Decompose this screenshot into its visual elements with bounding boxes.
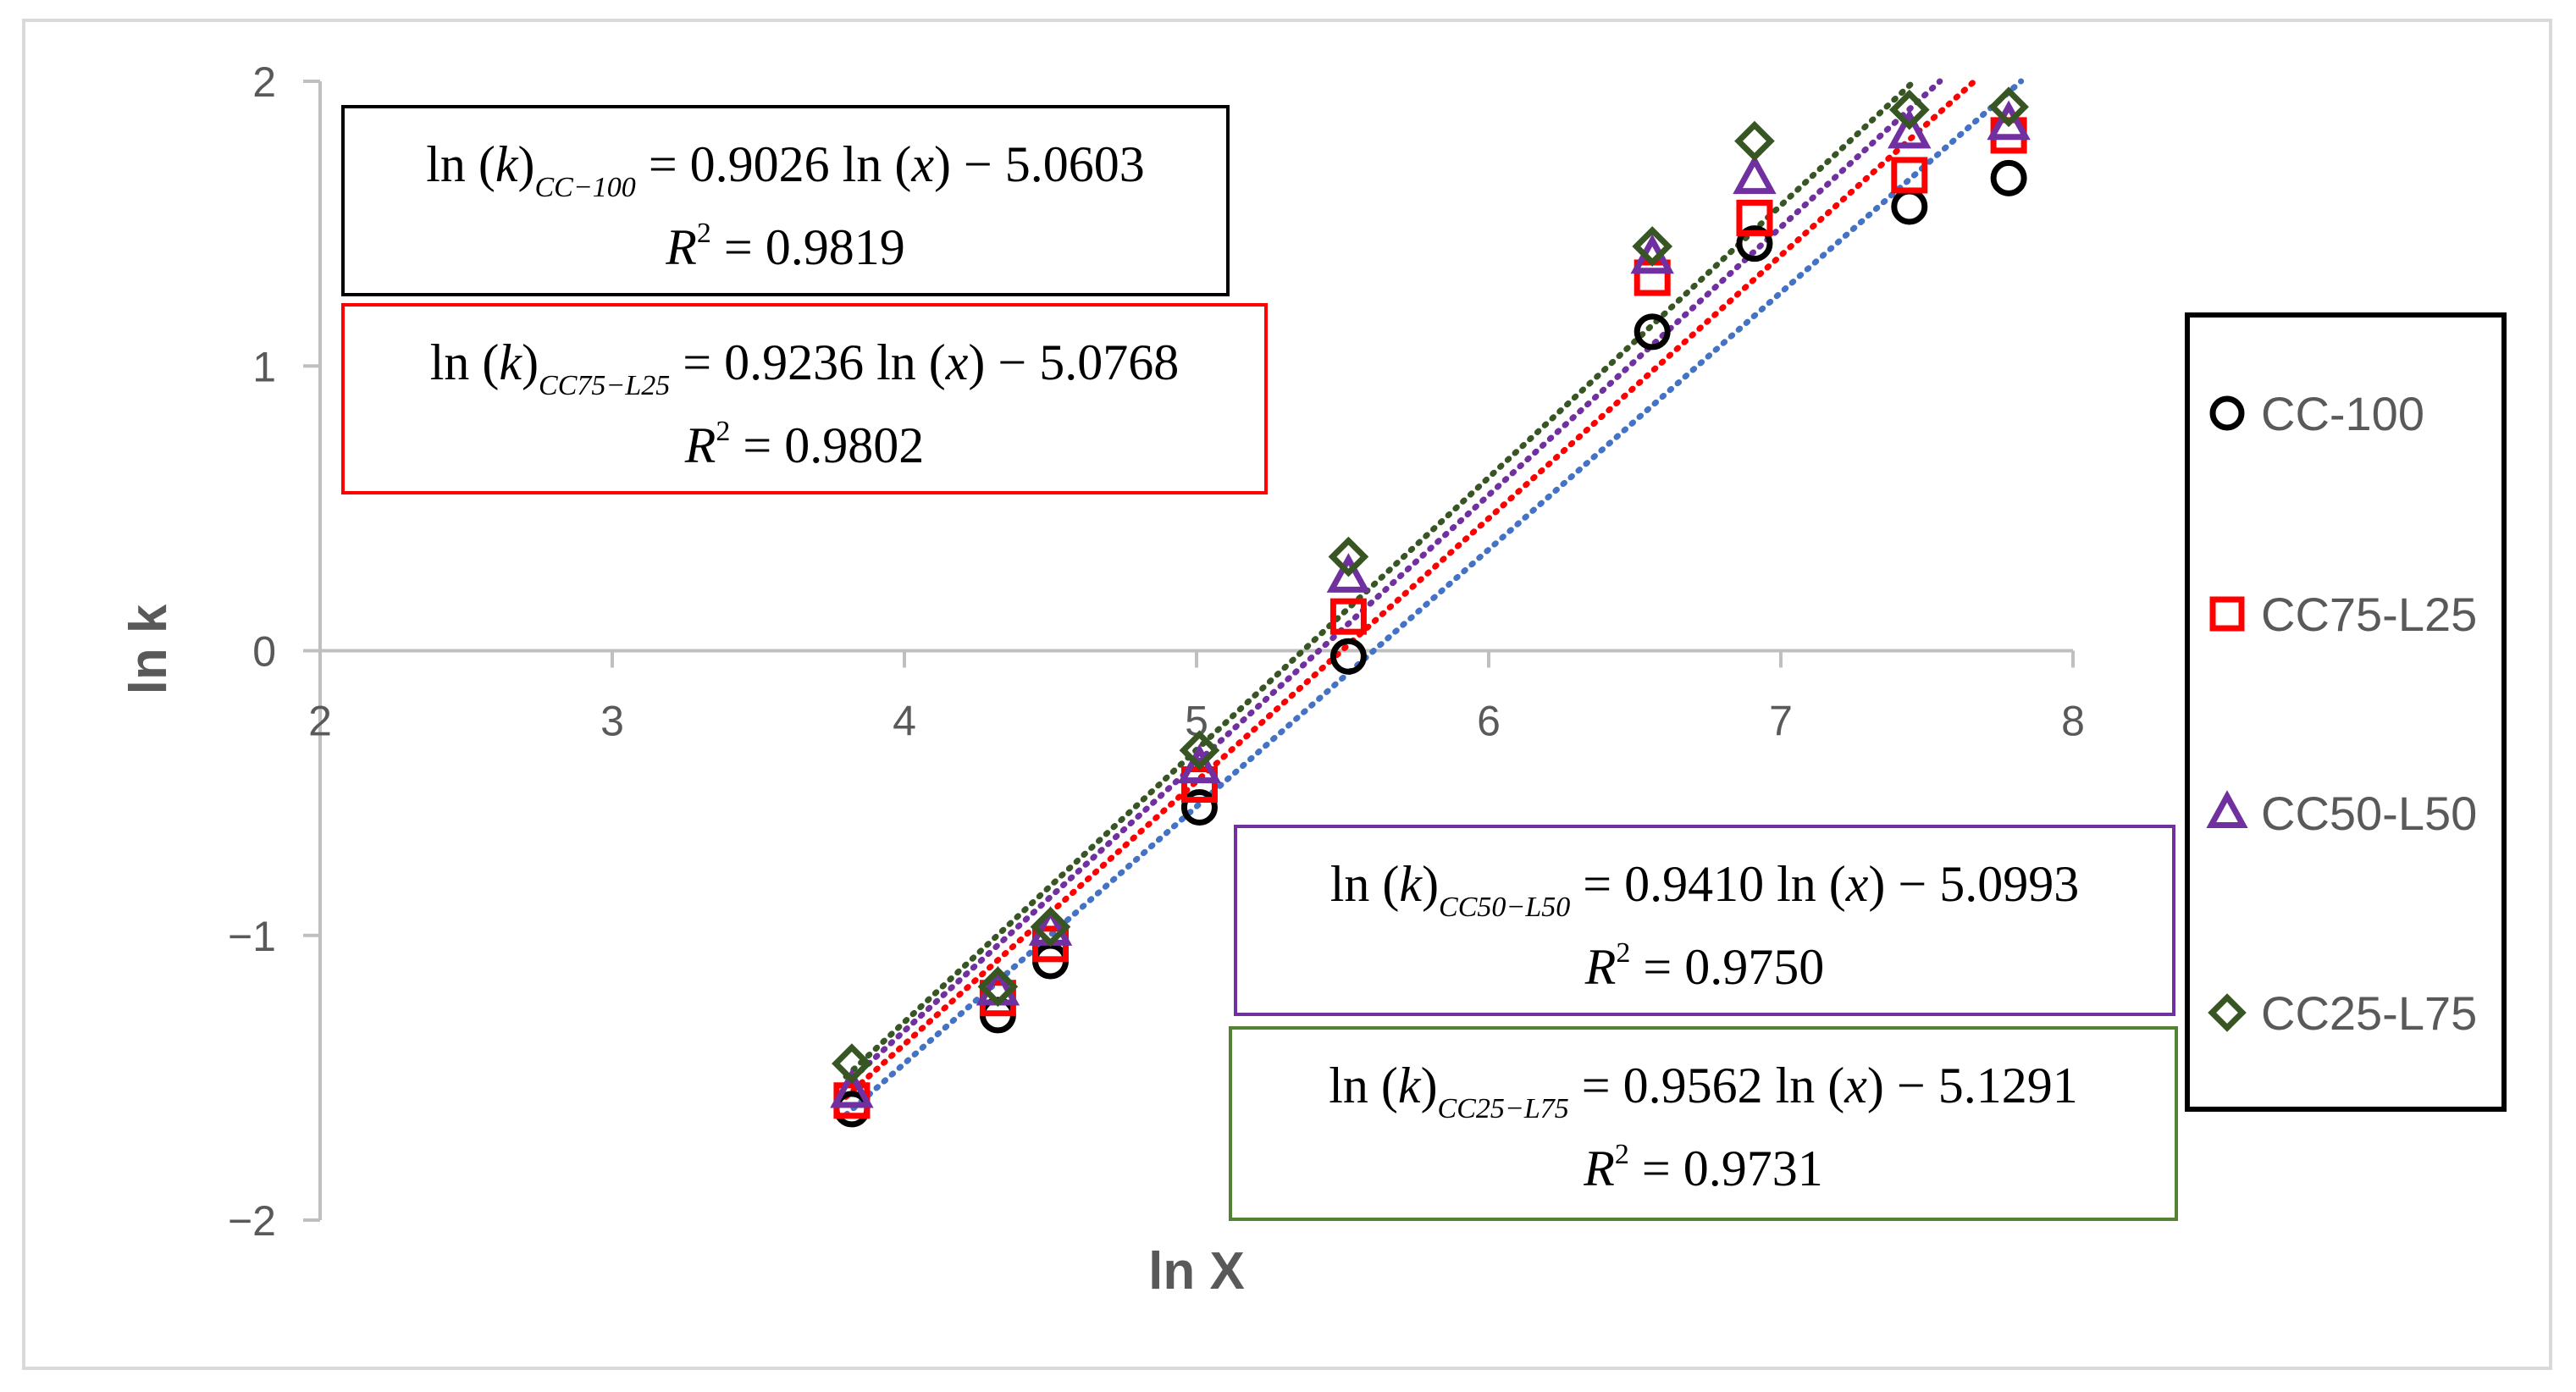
y-axis-title: ln k bbox=[119, 604, 178, 694]
trendline-cc25-l75 bbox=[843, 78, 1917, 1080]
x-tick-label: 3 bbox=[600, 698, 624, 745]
legend: CC-100 CC75-L25 CC50-L50 CC25-L75 bbox=[2185, 312, 2507, 1112]
point-cc25-l75 bbox=[1328, 536, 1369, 577]
equation-line: ln (k)CC50−L50 = 0.9410 ln (x) − 5.0993 bbox=[1330, 856, 2079, 923]
equation-box-cc-100: ln (k)CC−100 = 0.9026 ln (x) − 5.0603 R2 … bbox=[341, 105, 1230, 296]
equation-box-border bbox=[341, 105, 1230, 296]
legend-item-cc25-l75: CC25-L75 bbox=[2208, 986, 2477, 1040]
point-cc50-l50 bbox=[830, 1068, 874, 1108]
point-cc25-l75 bbox=[1988, 86, 2029, 128]
point-cc50-l50 bbox=[1177, 743, 1222, 784]
x-tick-label: 6 bbox=[1477, 698, 1501, 745]
point-cc25-l75 bbox=[977, 966, 1019, 1008]
point-cc-100 bbox=[1990, 159, 2027, 196]
trendline-cc50-l50 bbox=[843, 78, 1943, 1088]
legend-marker bbox=[2209, 596, 2245, 632]
legend-marker bbox=[2208, 993, 2247, 1032]
y-tick-label: −2 bbox=[228, 1197, 276, 1245]
r-squared-line: R2 = 0.9802 bbox=[684, 416, 925, 473]
legend-item-cc75-l25: CC75-L25 bbox=[2209, 588, 2477, 641]
point-cc75-l25 bbox=[1329, 598, 1367, 635]
point-cc75-l25 bbox=[1633, 259, 1671, 296]
point-cc50-l50 bbox=[1987, 100, 2031, 141]
equation-line: ln (k)CC75−L25 = 0.9236 ln (x) − 5.0768 bbox=[430, 334, 1179, 401]
x-tick-label: 4 bbox=[893, 698, 916, 745]
point-cc25-l75 bbox=[1888, 89, 1930, 130]
point-cc-100 bbox=[1633, 313, 1671, 351]
x-tick-label: 7 bbox=[1769, 698, 1793, 745]
data-points bbox=[830, 86, 2031, 1128]
r-squared-line: R2 = 0.9731 bbox=[1583, 1139, 1823, 1196]
axes: 210−1−22 3 4 5 6 7 8 bbox=[228, 58, 2085, 1245]
legend-label: CC25-L75 bbox=[2261, 986, 2477, 1040]
trendline-cc-100 bbox=[843, 78, 2025, 1119]
r-squared-line: R2 = 0.9819 bbox=[665, 218, 905, 275]
equation-box-border bbox=[1229, 1026, 2178, 1221]
legend-label: CC75-L25 bbox=[2261, 588, 2477, 641]
equation-box-border bbox=[1234, 825, 2175, 1016]
legend-box bbox=[2185, 312, 2507, 1112]
point-cc50-l50 bbox=[1733, 154, 1777, 195]
y-tick-label: −1 bbox=[228, 913, 276, 960]
point-cc50-l50 bbox=[1326, 553, 1371, 593]
legend-label: CC50-L50 bbox=[2261, 787, 2477, 840]
y-tick-label: 2 bbox=[252, 58, 276, 106]
equation-box-cc25-l75: ln (k)CC25−L75 = 0.9562 ln (x) − 5.1291 R… bbox=[1229, 1026, 2178, 1221]
point-cc25-l75 bbox=[1030, 906, 1071, 947]
equation-box-cc75-l25: ln (k)CC75−L25 = 0.9236 ln (x) − 5.0768 R… bbox=[341, 303, 1268, 494]
equation-box-border bbox=[341, 303, 1268, 494]
x-tick-label: 2 bbox=[308, 698, 332, 745]
point-cc25-l75 bbox=[832, 1043, 872, 1084]
point-cc-100 bbox=[1736, 225, 1773, 262]
legend-marker bbox=[2209, 395, 2245, 431]
point-cc25-l75 bbox=[1179, 730, 1220, 771]
point-cc50-l50 bbox=[1888, 108, 1932, 149]
point-cc-100 bbox=[1329, 638, 1367, 675]
legend-item-cc50-l50: CC50-L50 bbox=[2206, 787, 2477, 840]
x-axis-title: ln X bbox=[1148, 1242, 1245, 1301]
equation-annotations: ln (k)CC−100 = 0.9026 ln (x) − 5.0603 R2 … bbox=[341, 105, 2178, 1221]
point-cc-100 bbox=[1180, 788, 1218, 826]
point-cc25-l75 bbox=[1734, 120, 1775, 162]
point-cc25-l75 bbox=[1632, 226, 1673, 267]
equation-line: ln (k)CC25−L75 = 0.9562 ln (x) − 5.1291 bbox=[1329, 1058, 2077, 1124]
x-tick-label: 8 bbox=[2061, 698, 2085, 745]
legend-marker bbox=[2206, 790, 2248, 828]
point-cc-100 bbox=[1891, 188, 1928, 225]
y-tick-label: 1 bbox=[252, 343, 276, 390]
r-squared-line: R2 = 0.9750 bbox=[1584, 937, 1825, 995]
point-cc75-l25 bbox=[1891, 157, 1928, 194]
legend-item-cc-100: CC-100 bbox=[2209, 387, 2424, 440]
equation-line: ln (k)CC−100 = 0.9026 ln (x) − 5.0603 bbox=[426, 136, 1145, 203]
point-cc75-l25 bbox=[1736, 199, 1773, 236]
y-tick-label: 0 bbox=[252, 628, 276, 676]
equation-box-cc50-l50: ln (k)CC50−L50 = 0.9410 ln (x) − 5.0993 R… bbox=[1234, 825, 2175, 1016]
legend-label: CC-100 bbox=[2261, 387, 2424, 440]
